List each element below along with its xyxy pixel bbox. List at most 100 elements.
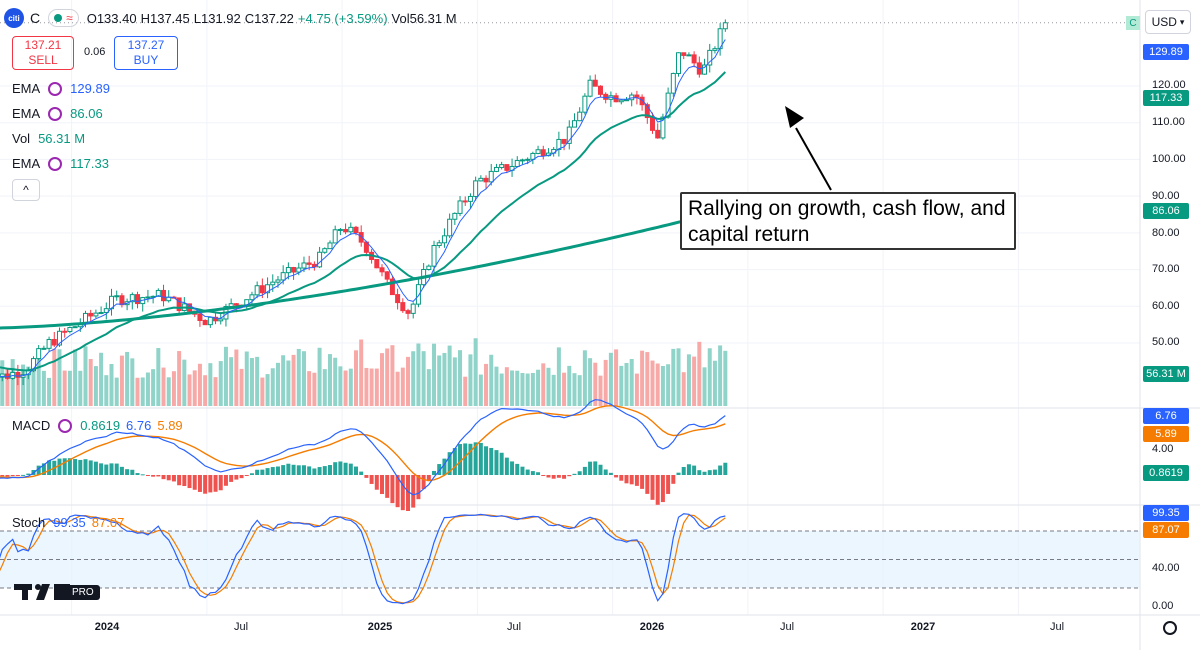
buy-button[interactable]: 137.27 BUY bbox=[114, 36, 178, 70]
macd-hist-bar bbox=[41, 463, 46, 475]
macd-hist-bar bbox=[442, 458, 447, 475]
sell-label: SELL bbox=[28, 53, 58, 67]
indicator-refresh-icon[interactable] bbox=[48, 156, 63, 171]
candle-body bbox=[41, 347, 47, 350]
volume-bar bbox=[390, 345, 395, 406]
symbol-header: citi C ≈ O133.40 H137.45 L131.92 C137.22… bbox=[4, 5, 461, 31]
candle-body bbox=[660, 116, 666, 139]
market-status-toggle[interactable]: ≈ bbox=[48, 9, 79, 27]
legend-macd[interactable]: MACD 0.8619 6.76 5.89 bbox=[12, 418, 183, 433]
legend-ema-slow[interactable]: EMA 86.06 bbox=[12, 106, 103, 121]
volume-bar bbox=[125, 351, 130, 406]
currency-selector[interactable]: USD ▾ bbox=[1145, 10, 1191, 34]
candle-body bbox=[670, 72, 676, 94]
legend-volume[interactable]: Vol 56.31 M bbox=[12, 131, 85, 146]
volume-bar bbox=[338, 366, 343, 406]
macd-hist-bar bbox=[572, 473, 577, 475]
volume-bar bbox=[353, 350, 358, 406]
candle-body bbox=[353, 226, 359, 234]
tv-logo-icon bbox=[14, 584, 70, 600]
ema-mid-line bbox=[0, 71, 727, 372]
indicator-refresh-icon[interactable] bbox=[58, 418, 73, 433]
macd-hist-bar bbox=[203, 475, 208, 494]
macd-hist-bar bbox=[166, 475, 171, 481]
macd-hist-bar bbox=[182, 475, 187, 487]
macd-hist-bar bbox=[546, 475, 551, 478]
candle-body bbox=[577, 111, 583, 122]
macd-hist-bar bbox=[504, 457, 509, 475]
stoch-axis-label: 40.00 bbox=[1152, 562, 1180, 574]
candle-body bbox=[119, 295, 125, 306]
close-value: C137.22 bbox=[244, 10, 294, 26]
currency-label: USD bbox=[1151, 15, 1177, 29]
candle-body bbox=[291, 267, 297, 273]
macd-hist-bar bbox=[10, 475, 15, 476]
sell-button[interactable]: 137.21 SELL bbox=[12, 36, 74, 70]
candle-body bbox=[233, 303, 239, 306]
time-axis-label: 2024 bbox=[94, 621, 120, 633]
volume-bar bbox=[327, 354, 332, 406]
volume-bar bbox=[192, 370, 197, 406]
volume-bar bbox=[650, 360, 655, 406]
macd-hist-bar bbox=[119, 466, 124, 475]
volume-bar bbox=[296, 348, 301, 406]
symbol-badge[interactable]: C bbox=[1126, 16, 1140, 30]
symbol-name[interactable]: C bbox=[30, 10, 41, 26]
volume-bar bbox=[36, 352, 41, 406]
macd-hist-bar bbox=[301, 465, 306, 475]
macd-hist-bar bbox=[510, 461, 515, 475]
candle-body bbox=[603, 93, 609, 100]
wave-icon: ≈ bbox=[66, 11, 73, 25]
legend-ema-fast[interactable]: EMA 129.89 bbox=[12, 81, 110, 96]
volume-bar bbox=[582, 350, 587, 406]
volume-bar bbox=[374, 368, 379, 406]
volume-bar bbox=[702, 367, 707, 406]
candle-body bbox=[483, 177, 489, 183]
macd-hist-value: 0.8619 bbox=[80, 418, 121, 433]
macd-hist-bar bbox=[369, 475, 374, 484]
macd-hist-bar bbox=[400, 475, 405, 511]
volume-bar bbox=[499, 373, 504, 406]
collapse-legend-button[interactable]: ^ bbox=[12, 179, 40, 201]
legend-ema-mid[interactable]: EMA 117.33 bbox=[12, 156, 109, 171]
macd-hist-bar bbox=[421, 475, 426, 490]
indicator-refresh-icon[interactable] bbox=[48, 81, 63, 96]
annotation-box[interactable]: Rallying on growth, cash flow, and capit… bbox=[680, 192, 1016, 250]
macd-hist-bar bbox=[411, 475, 416, 508]
macd-hist-bar bbox=[307, 466, 312, 475]
tradingview-logo: PRO bbox=[14, 582, 100, 602]
volume-bar bbox=[161, 367, 166, 406]
volume-bar bbox=[697, 341, 702, 406]
candle-body bbox=[228, 303, 234, 308]
price-axis-label: 60.00 bbox=[1152, 300, 1180, 312]
volume-bar bbox=[655, 363, 660, 406]
settings-gear-icon[interactable] bbox=[1163, 621, 1177, 635]
indicator-refresh-icon[interactable] bbox=[48, 106, 63, 121]
candle-body bbox=[447, 218, 453, 237]
volume-bar bbox=[156, 348, 161, 406]
macd-hist-bar bbox=[660, 475, 665, 503]
macd-signal-line bbox=[0, 404, 726, 482]
candle-body bbox=[285, 267, 291, 274]
candle-body bbox=[566, 126, 572, 144]
legend-value: 86.06 bbox=[70, 106, 103, 121]
candle-body bbox=[571, 120, 577, 128]
candle-body bbox=[478, 177, 484, 182]
signal-value: 5.89 bbox=[157, 418, 183, 433]
volume-bar bbox=[83, 346, 88, 406]
volume-bar bbox=[712, 360, 717, 406]
volume-bar bbox=[442, 352, 447, 406]
price-tag-ema-fast: 129.89 bbox=[1143, 44, 1189, 60]
volume-bar bbox=[671, 348, 676, 406]
volume-bar bbox=[348, 368, 353, 406]
volume-bar bbox=[260, 377, 265, 406]
macd-hist-bar bbox=[582, 466, 587, 475]
volume-bar bbox=[187, 374, 192, 406]
macd-hist-bar bbox=[598, 464, 603, 475]
volume-bar bbox=[692, 356, 697, 406]
macd-hist-bar bbox=[692, 465, 697, 475]
buy-label: BUY bbox=[133, 53, 159, 67]
candle-body bbox=[317, 251, 323, 268]
legend-stoch[interactable]: Stoch 99.35 87.07 bbox=[12, 515, 124, 530]
